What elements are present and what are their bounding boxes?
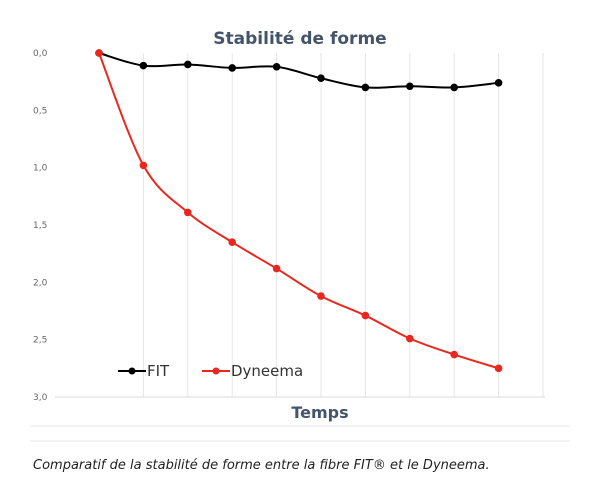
figure-caption: Comparatif de la stabilité de forme entr…: [33, 458, 490, 473]
chart-title: Stabilité de forme: [213, 29, 386, 49]
y-axis-ticks: 0,0 0,5 1,0 1,5 2,0 2,5 3,0: [33, 49, 48, 403]
line-chart: 0,0 0,5 1,0 1,5 2,0 2,5 3,0 Stabilité de forme…: [30, 29, 570, 442]
series-layer: [95, 49, 503, 373]
data-point-dyneema: [361, 311, 370, 320]
y-tick-label: 3,0: [33, 393, 48, 403]
y-tick-label: 2,0: [33, 278, 48, 288]
legend-marker-fit: [128, 367, 136, 375]
data-point-fit: [406, 82, 414, 91]
data-point-dyneema: [406, 334, 414, 343]
data-point-fit: [494, 79, 503, 87]
series-line-fit: [98, 52, 499, 89]
data-point-fit: [184, 60, 192, 69]
data-point-dyneema: [494, 364, 503, 373]
data-point-dyneema: [95, 49, 103, 57]
data-point-dyneema: [317, 292, 325, 300]
y-tick-label: 0,5: [33, 106, 47, 116]
legend-marker-dyneema: [212, 367, 220, 375]
y-tick-label: 0,0: [33, 49, 48, 59]
series-line-dyneema: [98, 52, 499, 370]
data-point-dyneema: [184, 208, 192, 217]
data-point-fit: [139, 61, 148, 70]
data-point-dyneema: [272, 264, 281, 273]
data-point-fit: [317, 74, 325, 83]
data-point-fit: [272, 62, 281, 71]
data-point-fit: [361, 83, 370, 92]
data-point-fit: [450, 83, 459, 92]
x-axis-label: Temps: [291, 403, 348, 422]
legend: FIT Dyneema: [118, 362, 303, 380]
data-point-dyneema: [139, 161, 148, 170]
grid-lines: [142, 53, 544, 397]
y-tick-label: 2,5: [33, 336, 47, 346]
data-point-fit: [228, 64, 236, 72]
legend-label-dyneema: Dyneema: [231, 362, 303, 380]
y-tick-label: 1,5: [33, 221, 47, 231]
legend-label-fit: FIT: [147, 362, 170, 380]
y-tick-label: 1,0: [33, 164, 48, 174]
data-point-dyneema: [228, 238, 236, 246]
data-point-dyneema: [450, 350, 459, 359]
